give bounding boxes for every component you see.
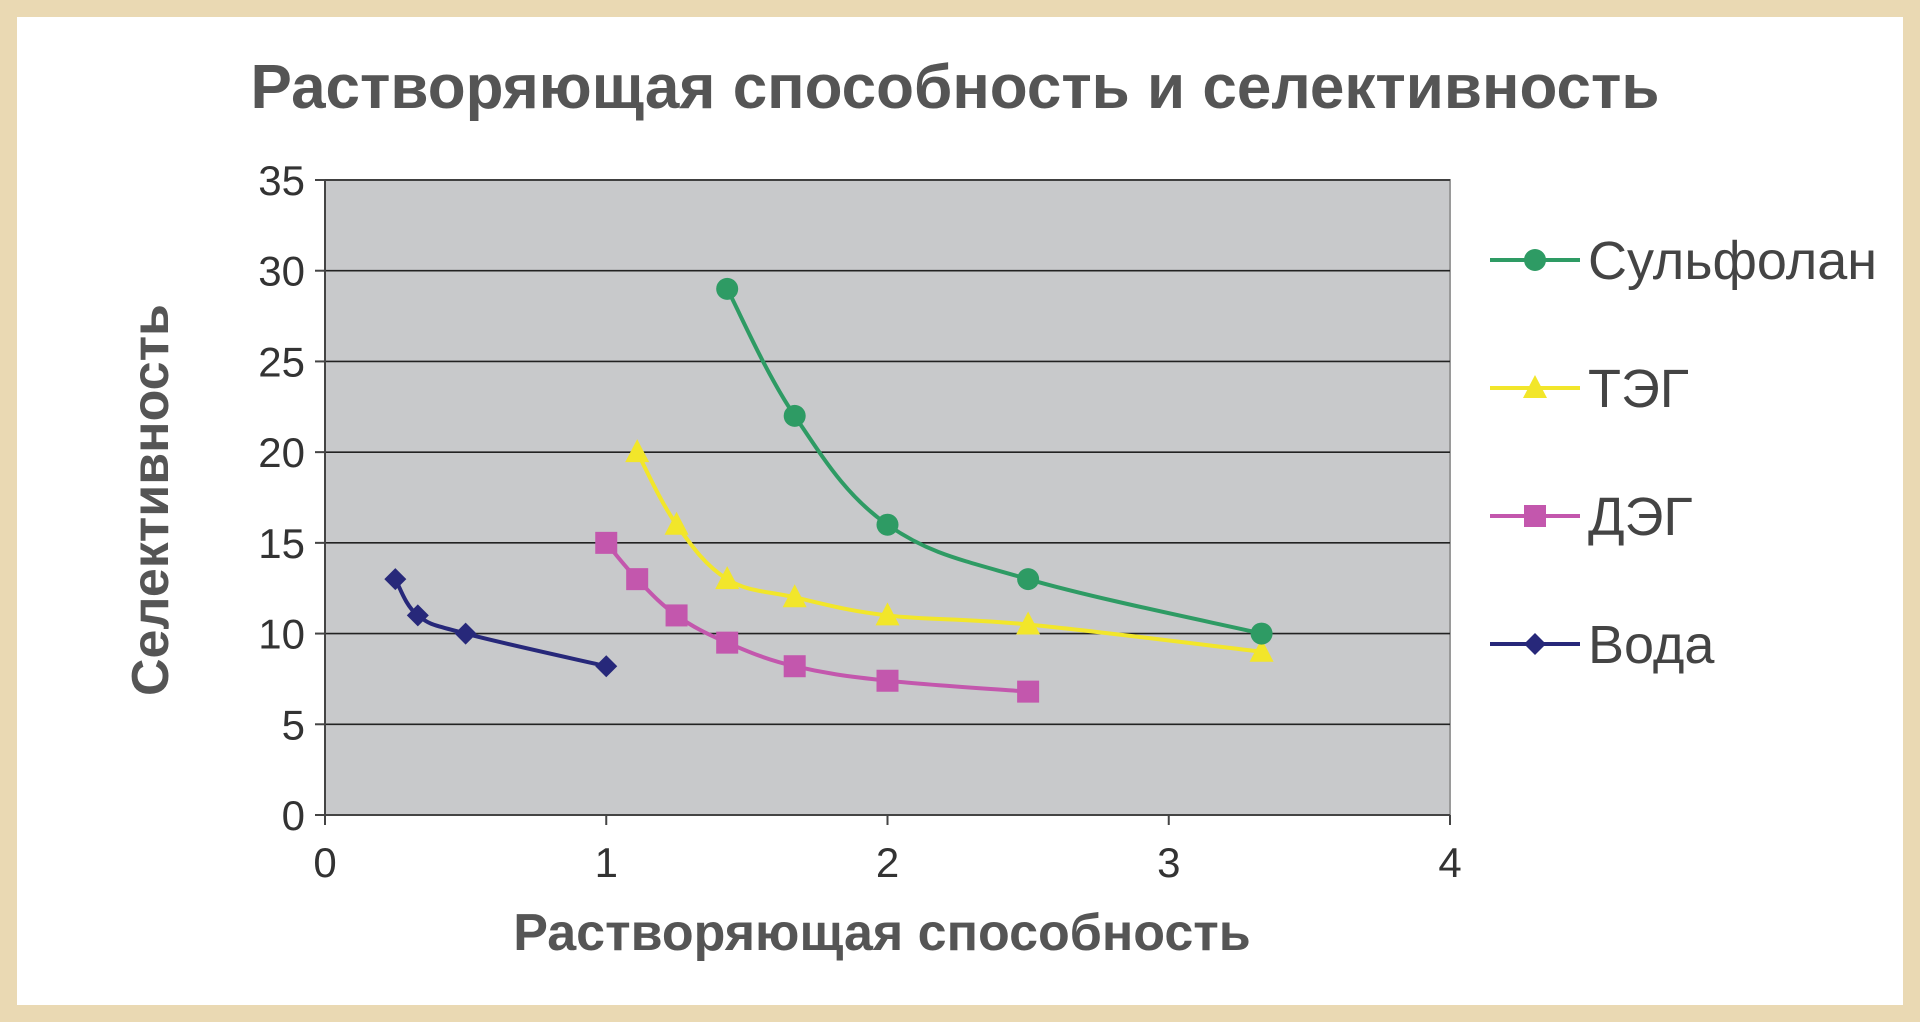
series-3 (384, 568, 618, 678)
data-point-0-2 (876, 513, 899, 536)
data-point-1-6 (1249, 638, 1274, 662)
data-point-2-5 (876, 669, 899, 692)
x-tick-label-4: 4 (1438, 839, 1461, 886)
legend-marker-2 (1524, 505, 1546, 527)
data-point-1-5 (1016, 611, 1041, 635)
legend-item-2: ДЭГ (1490, 487, 1693, 547)
data-point-0-1 (783, 404, 806, 427)
series-0 (716, 277, 1273, 645)
x-tick-label-0: 0 (313, 839, 336, 886)
data-point-3-2 (454, 622, 477, 645)
y-tick-label-5: 5 (282, 701, 305, 748)
legend-marker-0 (1524, 249, 1546, 271)
x-tick-label-3: 3 (1157, 839, 1180, 886)
chart-title: Растворяющая способность и селективность (251, 53, 1660, 122)
data-point-1-4 (875, 602, 900, 626)
data-point-3-3 (595, 655, 618, 678)
x-axis-title: Растворяющая способность (513, 904, 1250, 962)
y-tick-label-10: 10 (258, 611, 305, 658)
data-point-1-1 (664, 511, 689, 535)
y-tick-label-25: 25 (258, 338, 305, 385)
data-point-2-1 (626, 568, 649, 591)
data-point-2-2 (665, 604, 688, 627)
data-point-1-3 (782, 584, 807, 608)
legend-label-2: ДЭГ (1588, 487, 1693, 547)
legend-label-1: ТЭГ (1588, 359, 1689, 419)
data-point-3-0 (384, 568, 407, 591)
legend-marker-1 (1523, 375, 1547, 398)
data-point-0-4 (1250, 622, 1273, 645)
y-axis-title: Селективность (122, 304, 180, 696)
data-point-0-3 (1017, 568, 1040, 591)
data-point-2-0 (595, 531, 618, 554)
series-group (384, 277, 1274, 703)
y-tick-label-0: 0 (282, 792, 305, 839)
data-point-2-6 (1017, 680, 1040, 703)
data-point-2-3 (716, 631, 739, 654)
data-point-3-1 (406, 604, 429, 627)
y-tick-label-15: 15 (258, 520, 305, 567)
series-1 (625, 439, 1274, 662)
legend-label-3: Вода (1588, 615, 1715, 675)
data-point-2-4 (783, 655, 806, 678)
y-tick-label-20: 20 (258, 429, 305, 476)
data-point-1-2 (715, 566, 740, 590)
y-tick-label-30: 30 (258, 248, 305, 295)
legend-item-3: Вода (1490, 615, 1715, 675)
series-line-3 (393, 578, 607, 669)
x-tick-label-2: 2 (876, 839, 899, 886)
gridlines (325, 179, 1450, 726)
x-tick-label-1: 1 (595, 839, 618, 886)
legend-label-0: Сульфолан (1588, 231, 1877, 291)
legend: Сульфолан ТЭГ ДЭГ Вода (1490, 231, 1877, 675)
data-point-0-0 (716, 277, 739, 300)
tick-labels: 0 5 10 15 20 25 30 35 0 1 2 3 4 (258, 157, 1461, 886)
legend-item-0: Сульфолан (1490, 231, 1877, 291)
y-tick-label-35: 35 (258, 157, 305, 204)
legend-marker-3 (1524, 633, 1546, 655)
legend-item-1: ТЭГ (1490, 359, 1689, 419)
series-2 (595, 531, 1040, 703)
data-point-1-0 (625, 439, 650, 463)
plot-area (324, 179, 1451, 816)
